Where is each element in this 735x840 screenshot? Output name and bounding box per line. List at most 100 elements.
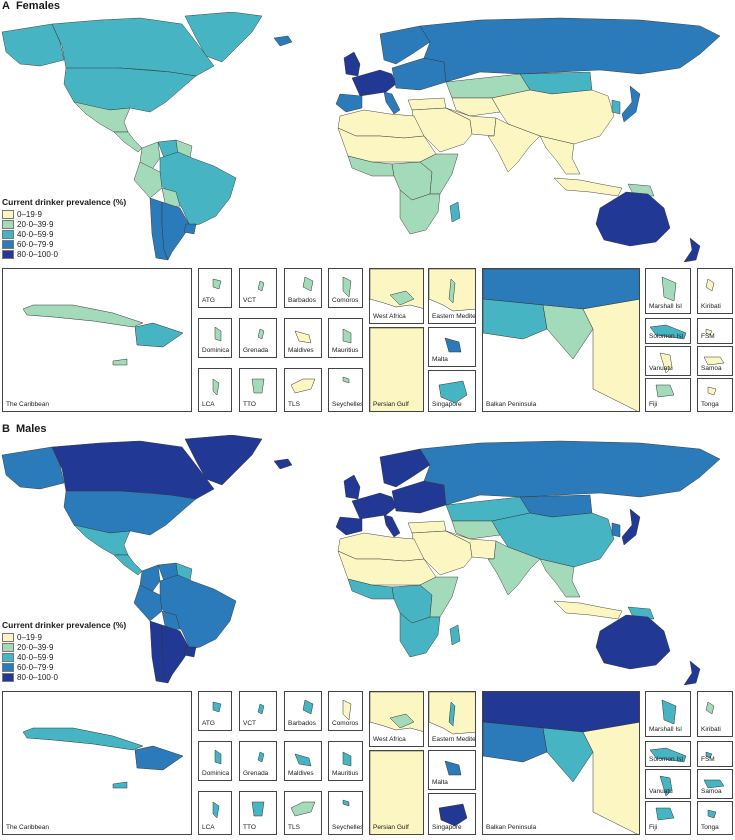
inset-label: Balkan Peninsula — [486, 401, 537, 409]
inset-shapes — [370, 269, 423, 309]
inset-map: Barbados — [284, 268, 322, 308]
legend-entry: 0–19·9 — [2, 632, 126, 642]
inset-label: Balkan Peninsula — [486, 824, 537, 832]
inset-label: Fiji — [649, 824, 658, 832]
region-eastafrica — [419, 153, 459, 195]
inset-region — [705, 751, 713, 759]
region-westeu — [351, 492, 397, 520]
region-indonesia — [553, 177, 623, 197]
inset-shapes — [703, 356, 725, 366]
inset-region — [251, 378, 265, 394]
legend: Current drinker prevalence (%) 0–19·9 20·… — [2, 197, 126, 259]
inset-map: FSM — [697, 741, 733, 767]
inset-map: Comoros — [328, 691, 363, 731]
inset-shapes — [705, 751, 713, 759]
region-australia — [595, 191, 671, 247]
world-map — [1, 12, 721, 262]
inset-region — [707, 809, 717, 819]
inset-shapes — [659, 775, 673, 797]
inset-shapes — [655, 807, 675, 821]
inset-label: Eastern Mediterranean — [432, 313, 476, 321]
inset-map: Solomon Isl — [645, 318, 691, 344]
inset-map: LCA — [198, 791, 232, 835]
legend-entry: 80·0–100·0 — [2, 249, 126, 259]
inset-map: Samoa — [697, 769, 733, 799]
region-southasia — [487, 117, 541, 173]
inset-label: LCA — [202, 401, 215, 409]
inset-region — [257, 280, 265, 292]
inset-region — [212, 278, 222, 290]
inset-region — [342, 276, 352, 298]
inset-shapes — [290, 801, 316, 817]
inset-shapes — [705, 278, 715, 292]
legend-swatch — [2, 662, 14, 672]
region-southafrica — [399, 189, 441, 235]
inset-shapes — [342, 699, 352, 721]
inset-label: Maldives — [288, 770, 314, 778]
legend-label: 20·0–39·9 — [17, 219, 54, 229]
panel-males: B Males Current drinker prevalence (%) 0–… — [0, 423, 735, 840]
inset-map: Grenada — [239, 741, 277, 781]
inset-shapes — [655, 384, 675, 398]
region-iberia — [335, 93, 363, 113]
inset-region — [370, 692, 423, 732]
inset-region — [134, 745, 184, 771]
region-japan — [621, 85, 641, 123]
inset-region — [659, 352, 673, 374]
legend-entry: 20·0–39·9 — [2, 642, 126, 652]
inset-map: The Caribbean — [2, 691, 192, 835]
region-canada — [51, 17, 215, 77]
inset-label: Grenada — [243, 347, 269, 355]
inset-map: Comoros — [328, 268, 363, 308]
inset-map: Vanuatu — [645, 346, 691, 376]
legend-swatch — [2, 642, 14, 652]
inset-map: Balkan Peninsula — [482, 268, 640, 412]
legend-title: Current drinker prevalence (%) — [2, 197, 127, 207]
inset-shapes — [342, 376, 350, 384]
inset-label: ATG — [202, 297, 215, 305]
region-centam — [113, 554, 143, 576]
inset-label: Persian Gulf — [373, 824, 409, 832]
inset-region — [649, 747, 687, 763]
inset-map: TLS — [284, 791, 322, 835]
inset-region — [582, 722, 639, 834]
region-greenland — [184, 12, 263, 63]
inset-region — [134, 322, 184, 348]
inset-map: Dominica — [198, 318, 232, 358]
region-eastafrica — [419, 576, 459, 618]
legend-swatch — [2, 632, 14, 642]
inset-map: Seychelles — [328, 791, 363, 835]
inset-region — [22, 304, 144, 328]
inset-label: Vanuatu — [649, 788, 673, 796]
region-uk — [343, 474, 361, 500]
inset-shapes — [444, 760, 462, 776]
inset-region — [703, 779, 725, 789]
inset-label: The Caribbean — [6, 824, 49, 832]
inset-map: Grenada — [239, 318, 277, 358]
inset-shapes — [370, 692, 423, 732]
panel-females: A Females Current drinker prevalence (%) … — [0, 0, 735, 417]
panel-letter: B — [2, 423, 10, 435]
inset-map: Singapore — [428, 793, 476, 835]
inset-region — [659, 775, 673, 797]
region-china — [491, 89, 615, 145]
inset-shapes — [257, 751, 265, 763]
inset-shapes — [649, 324, 687, 340]
region-argentina — [161, 201, 191, 261]
inset-region — [112, 358, 128, 366]
inset-shapes — [294, 753, 312, 767]
inset-region — [448, 701, 456, 727]
region-greenland — [184, 435, 263, 486]
region-bolivia — [161, 610, 181, 632]
region-russia — [419, 440, 721, 506]
inset-shapes — [251, 801, 265, 817]
inset-shapes — [22, 727, 184, 789]
inset-label: FSM — [701, 333, 715, 341]
inset-region — [257, 703, 265, 715]
inset-shapes — [290, 378, 316, 394]
legend-entry: 80·0–100·0 — [2, 672, 126, 682]
inset-shapes — [438, 380, 468, 404]
legend: Current drinker prevalence (%) 0–19·9 20·… — [2, 620, 126, 682]
inset-label: LCA — [202, 824, 215, 832]
inset-region — [212, 378, 220, 396]
